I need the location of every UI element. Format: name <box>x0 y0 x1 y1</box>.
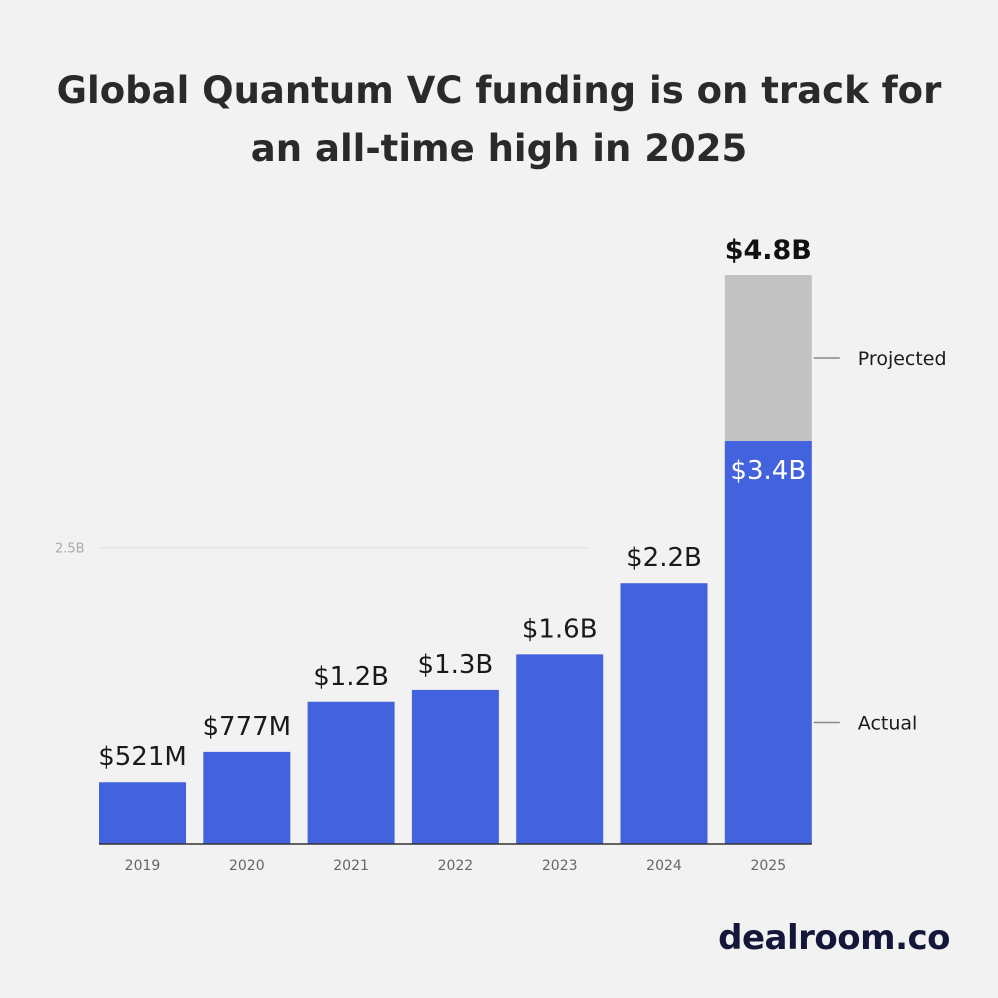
chart-title: Global Quantum VC funding is on track fo… <box>0 62 998 178</box>
legend-label-projected: Projected <box>858 348 947 370</box>
value-label-2025: $3.4B <box>730 456 806 486</box>
value-labels: $521M $777M $1.2B $1.3B $1.6B $2.2B $3.4B $4.8B <box>98 235 812 772</box>
y-tick-label: 2.5B <box>55 542 85 557</box>
bar-actual-2025 <box>724 440 812 844</box>
legend-label-actual: Actual <box>858 712 918 734</box>
x-tick-label-2021: 2021 <box>333 858 369 874</box>
bar-actual-2020 <box>203 751 291 844</box>
total-label-2025: $4.8B <box>725 235 812 266</box>
value-label-2019: $521M <box>98 742 187 772</box>
chart-title-line-2: an all-time high in 2025 <box>250 127 748 170</box>
bar-actual-2023 <box>516 654 604 844</box>
legend: Projected Actual <box>813 348 947 734</box>
bar-actual-2019 <box>99 782 186 844</box>
value-label-2021: $1.2B <box>313 662 389 692</box>
x-axis: 2019 2020 2021 2022 2023 2024 2025 <box>99 843 812 874</box>
value-label-2020: $777M <box>202 712 291 742</box>
value-label-2024: $2.2B <box>626 543 702 573</box>
x-tick-label-2020: 2020 <box>229 858 265 874</box>
x-tick-label-2025: 2025 <box>750 858 786 874</box>
bar-projected-2025 <box>724 275 812 441</box>
dealroom-logo: dealroom.co <box>718 918 950 958</box>
value-label-2022: $1.3B <box>418 650 494 680</box>
bar-actual-2024 <box>620 583 708 844</box>
chart-title-line-1: Global Quantum VC funding is on track fo… <box>56 69 942 112</box>
x-tick-label-2023: 2023 <box>542 858 578 874</box>
bars <box>99 275 812 844</box>
value-label-2023: $1.6B <box>522 614 598 644</box>
x-tick-label-2019: 2019 <box>125 858 161 874</box>
bar-actual-2021 <box>307 701 395 844</box>
x-tick-label-2024: 2024 <box>646 858 682 874</box>
x-tick-label-2022: 2022 <box>438 858 474 874</box>
bar-actual-2022 <box>411 689 499 844</box>
gridlines: 2.5B <box>55 542 588 557</box>
